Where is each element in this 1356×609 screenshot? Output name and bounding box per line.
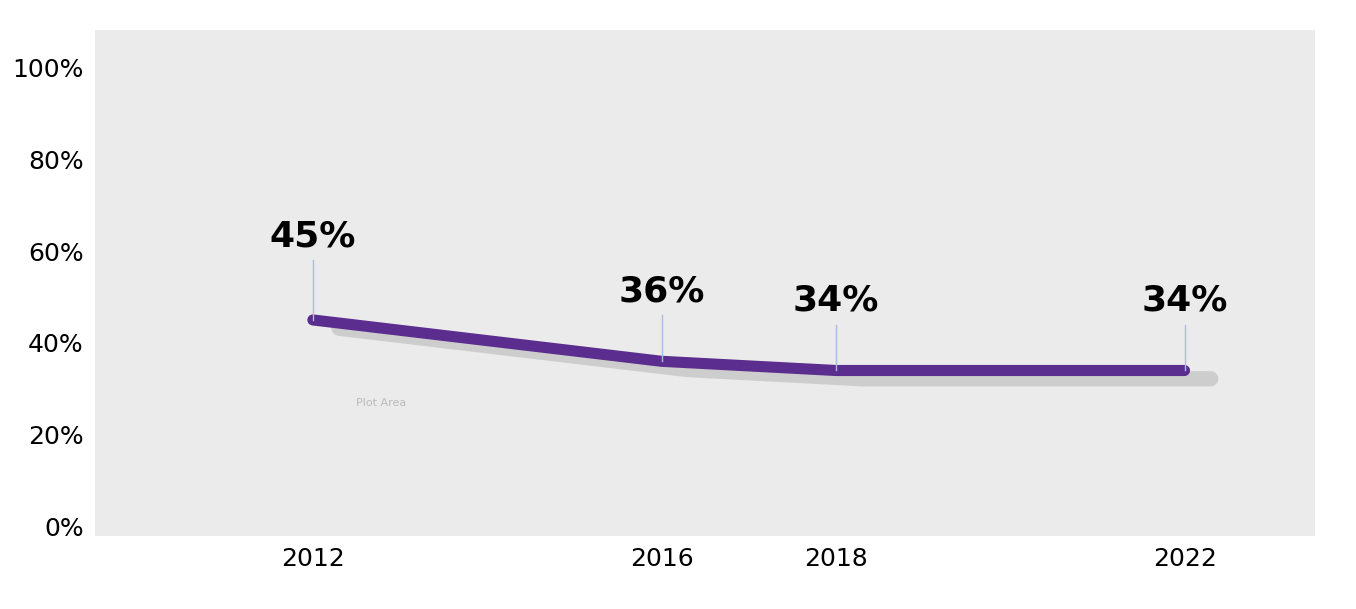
Text: 34%: 34% [1142, 284, 1227, 318]
Text: 45%: 45% [270, 219, 357, 253]
Text: Plot Area: Plot Area [357, 398, 407, 407]
Text: 34%: 34% [793, 284, 879, 318]
Text: 36%: 36% [618, 275, 705, 309]
